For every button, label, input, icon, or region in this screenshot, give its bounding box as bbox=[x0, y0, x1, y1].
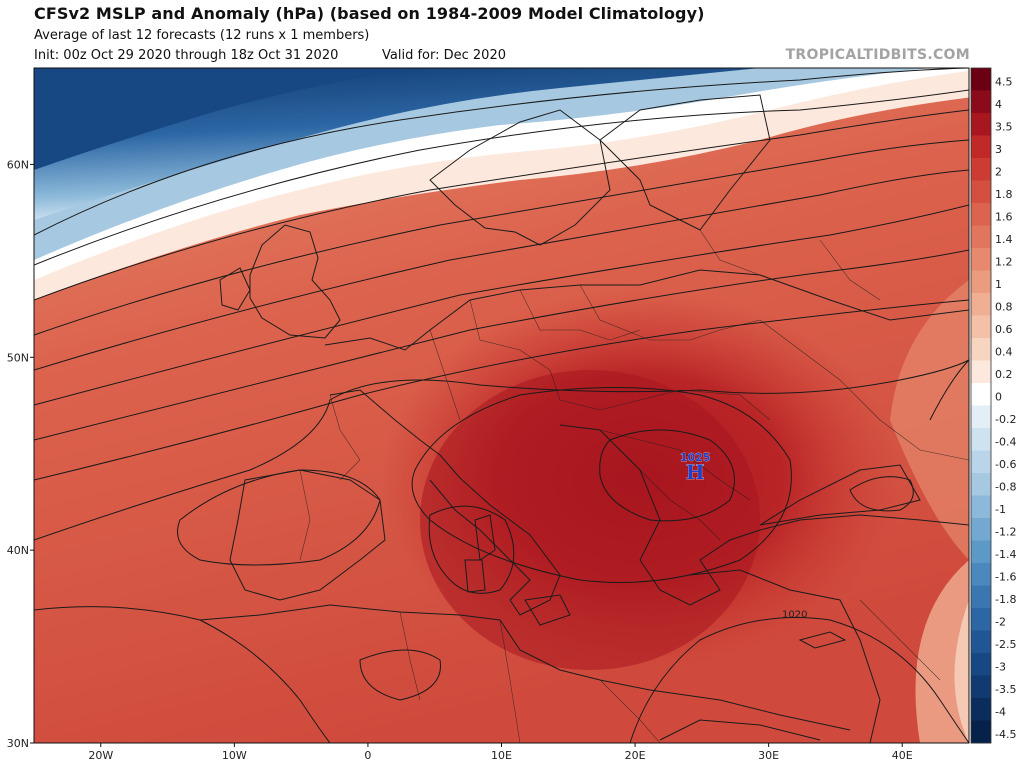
lon-tick-label: 20E bbox=[625, 749, 646, 762]
colorbar-swatch bbox=[971, 225, 991, 249]
colorbar-label: 3 bbox=[995, 143, 1002, 156]
colorbar-label: -1.4 bbox=[995, 548, 1016, 561]
colorbar-swatch bbox=[971, 608, 991, 631]
colorbar-label: 1.2 bbox=[995, 255, 1013, 268]
colorbar-label: -4 bbox=[995, 705, 1006, 718]
colorbar-swatch bbox=[971, 315, 991, 339]
colorbar-label: 0.6 bbox=[995, 323, 1013, 336]
colorbar-swatch bbox=[971, 563, 991, 586]
colorbar-label: 0.2 bbox=[995, 368, 1013, 381]
colorbar-label: 1.6 bbox=[995, 210, 1013, 223]
high-pressure-value: 1025 bbox=[680, 451, 711, 464]
colorbar-swatch bbox=[971, 450, 991, 474]
high-pressure-symbol: H bbox=[686, 460, 705, 484]
colorbar-swatch bbox=[971, 90, 991, 114]
colorbar-swatch bbox=[971, 495, 991, 519]
colorbar-swatch bbox=[971, 203, 991, 226]
colorbar-label: -0.4 bbox=[995, 435, 1016, 448]
colorbar-label: 1 bbox=[995, 278, 1002, 291]
colorbar-label: 0.8 bbox=[995, 300, 1013, 313]
lat-tick-label: 50N bbox=[7, 351, 29, 364]
colorbar-swatch bbox=[971, 113, 991, 136]
colorbar-swatch bbox=[971, 158, 991, 181]
valid-time-label: Valid for: Dec 2020 bbox=[382, 48, 506, 63]
lon-tick-label: 10W bbox=[222, 749, 247, 762]
colorbar-label: 1.8 bbox=[995, 188, 1013, 201]
longitude-ticks: 20W 10W 0 10E 20E 30E 40E bbox=[88, 743, 913, 762]
isobars bbox=[34, 68, 969, 743]
colorbar-label: 1.4 bbox=[995, 233, 1013, 246]
latitude-ticks: 60N 50N 40N 30N bbox=[7, 158, 34, 750]
colorbar-label: 0.4 bbox=[995, 345, 1013, 358]
colorbar-swatch bbox=[971, 270, 991, 294]
colorbar-swatch bbox=[971, 428, 991, 451]
colorbar-swatch bbox=[971, 518, 991, 541]
colorbar-label: -3 bbox=[995, 660, 1006, 673]
colorbar-swatch bbox=[971, 135, 991, 159]
colorbar-label: -2 bbox=[995, 615, 1006, 628]
lon-tick-label: 40E bbox=[892, 749, 913, 762]
colorbar-label: 2 bbox=[995, 165, 1002, 178]
colorbar-swatch bbox=[971, 360, 991, 384]
lon-tick-label: 30E bbox=[758, 749, 779, 762]
colorbar-swatch bbox=[971, 653, 991, 676]
colorbar-swatch bbox=[971, 473, 991, 496]
lat-tick-label: 40N bbox=[7, 544, 29, 557]
colorbar-swatch bbox=[971, 698, 991, 721]
colorbar-swatch bbox=[971, 630, 991, 654]
map-subtitle: Average of last 12 forecasts (12 runs x … bbox=[34, 28, 370, 43]
colorbar-label: 3.5 bbox=[995, 120, 1013, 133]
colorbar-label: -0.6 bbox=[995, 458, 1016, 471]
colorbar-label: 4.5 bbox=[995, 75, 1013, 88]
colorbar-swatch bbox=[971, 405, 991, 429]
lon-tick-label: 0 bbox=[364, 749, 371, 762]
colorbar-label: -2.5 bbox=[995, 638, 1016, 651]
colorbar-swatch bbox=[971, 293, 991, 316]
colorbar-label: 4 bbox=[995, 98, 1002, 111]
colorbar-label: -1.2 bbox=[995, 525, 1016, 538]
map-title: CFSv2 MSLP and Anomaly (hPa) (based on 1… bbox=[34, 4, 705, 23]
colorbar-swatch bbox=[971, 180, 991, 204]
colorbar-frame bbox=[970, 67, 992, 744]
colorbar-label: -1.8 bbox=[995, 593, 1016, 606]
colorbar-label: -3.5 bbox=[995, 683, 1016, 696]
isobar-label-1020: 1020 bbox=[782, 610, 807, 621]
colorbar-label: -1 bbox=[995, 503, 1006, 516]
colorbar-swatch bbox=[971, 540, 991, 564]
lat-tick-label: 60N bbox=[7, 158, 29, 171]
colorbar: 4.5 4 3.5 3 2 1.8 1.6 1.4 1.2 1 0.8 0.6 0.4 0.2 0 -0.2 -… bbox=[970, 67, 1016, 744]
lon-tick-label: 20W bbox=[88, 749, 113, 762]
site-credit: TROPICALTIDBITS.COM bbox=[785, 47, 970, 63]
lon-tick-label: 10E bbox=[491, 749, 512, 762]
colorbar-label: -1.6 bbox=[995, 570, 1016, 583]
colorbar-swatch bbox=[971, 675, 991, 699]
colorbar-label: 0 bbox=[995, 390, 1002, 403]
colorbar-swatch bbox=[971, 248, 991, 271]
colorbar-label: -4.5 bbox=[995, 728, 1016, 741]
colorbar-swatch bbox=[971, 338, 991, 361]
map-panel bbox=[34, 68, 969, 743]
colorbar-swatch bbox=[971, 383, 991, 406]
colorbar-label: -0.2 bbox=[995, 413, 1016, 426]
colorbar-swatch bbox=[971, 68, 991, 91]
init-time-label: Init: 00z Oct 29 2020 through 18z Oct 31… bbox=[34, 48, 339, 63]
colorbar-label: -0.8 bbox=[995, 480, 1016, 493]
colorbar-swatch bbox=[971, 720, 991, 744]
colorbar-swatch bbox=[971, 585, 991, 609]
lat-tick-label: 30N bbox=[7, 737, 29, 750]
borders bbox=[299, 229, 969, 743]
